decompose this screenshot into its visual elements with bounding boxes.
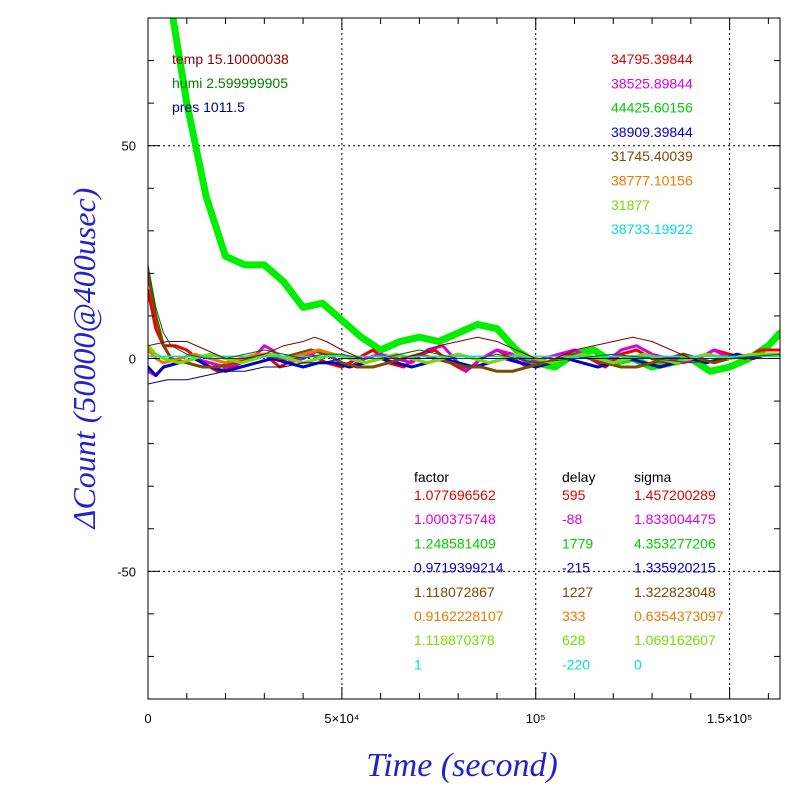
series-line (148, 271, 780, 373)
table-factor: 1 (414, 656, 422, 672)
table-delay: -215 (562, 560, 590, 576)
table-sigma: 0 (634, 656, 642, 672)
table-delay: -88 (562, 511, 582, 527)
table-factor: 1.000375748 (414, 511, 496, 527)
table-sigma: 1.322823048 (634, 584, 716, 600)
table-delay: 333 (562, 608, 586, 624)
base-value: 38733.19922 (611, 221, 693, 237)
x-tick-label: 10⁵ (526, 711, 546, 726)
table-factor: 1.077696562 (414, 487, 496, 503)
series-line (148, 264, 780, 364)
table-sigma: 1.833004475 (634, 511, 716, 527)
env-label: pres 1011.5 (172, 99, 245, 115)
table-header: sigma (634, 469, 672, 485)
y-axis-title: ΔCount (50000@400usec) (66, 188, 102, 531)
table-sigma: 1.069162607 (634, 632, 716, 648)
x-tick-label: 5×10⁴ (324, 711, 359, 726)
x-axis-title: Time (second) (366, 747, 558, 784)
x-tick-label: 0 (144, 711, 151, 726)
y-tick-label: 0 (129, 352, 136, 367)
base-value: 34795.39844 (611, 51, 693, 67)
base-value: 31745.40039 (611, 148, 693, 164)
table-sigma: 1.335920215 (634, 560, 716, 576)
y-tick-label: 50 (122, 139, 136, 154)
table-factor: 1.118870378 (414, 632, 495, 648)
table-sigma: 0.6354373097 (634, 608, 724, 624)
table-header: delay (562, 469, 595, 485)
y-tick-label: -50 (117, 564, 136, 579)
table-factor: 1.248581409 (414, 535, 496, 551)
axis-ticks (147, 17, 780, 700)
series-group (148, 18, 780, 385)
table-factor: 1.118072867 (414, 584, 495, 600)
env-label: humi 2.599999905 (172, 75, 288, 91)
base-value: 44425.60156 (611, 100, 693, 116)
base-value: 38525.89844 (611, 75, 693, 91)
table-delay: 1227 (562, 584, 593, 600)
base-value: 38777.10156 (611, 173, 693, 189)
table-delay: 628 (562, 632, 586, 648)
series-line (148, 336, 780, 359)
base-value: 31877 (611, 197, 650, 213)
table-sigma: 4.353277206 (634, 535, 716, 551)
table-factor: 0.9719399214 (414, 560, 504, 576)
table-delay: -220 (562, 656, 590, 672)
tick-labels: 0 5×10⁴ 10⁵ 1.5×10⁵ -50 0 50 (117, 139, 752, 726)
base-value: 38909.39844 (611, 124, 693, 140)
env-label: temp 15.10000038 (172, 51, 289, 67)
info-text: temp 15.10000038 humi 2.599999905 pres 101… (172, 51, 724, 672)
table-factor: 0.9162228107 (414, 608, 504, 624)
table-sigma: 1.457200289 (634, 487, 716, 503)
table-header: factor (414, 469, 449, 485)
table-delay: 595 (562, 487, 586, 503)
table-delay: 1779 (562, 535, 593, 551)
x-tick-label: 1.5×10⁵ (707, 711, 753, 726)
